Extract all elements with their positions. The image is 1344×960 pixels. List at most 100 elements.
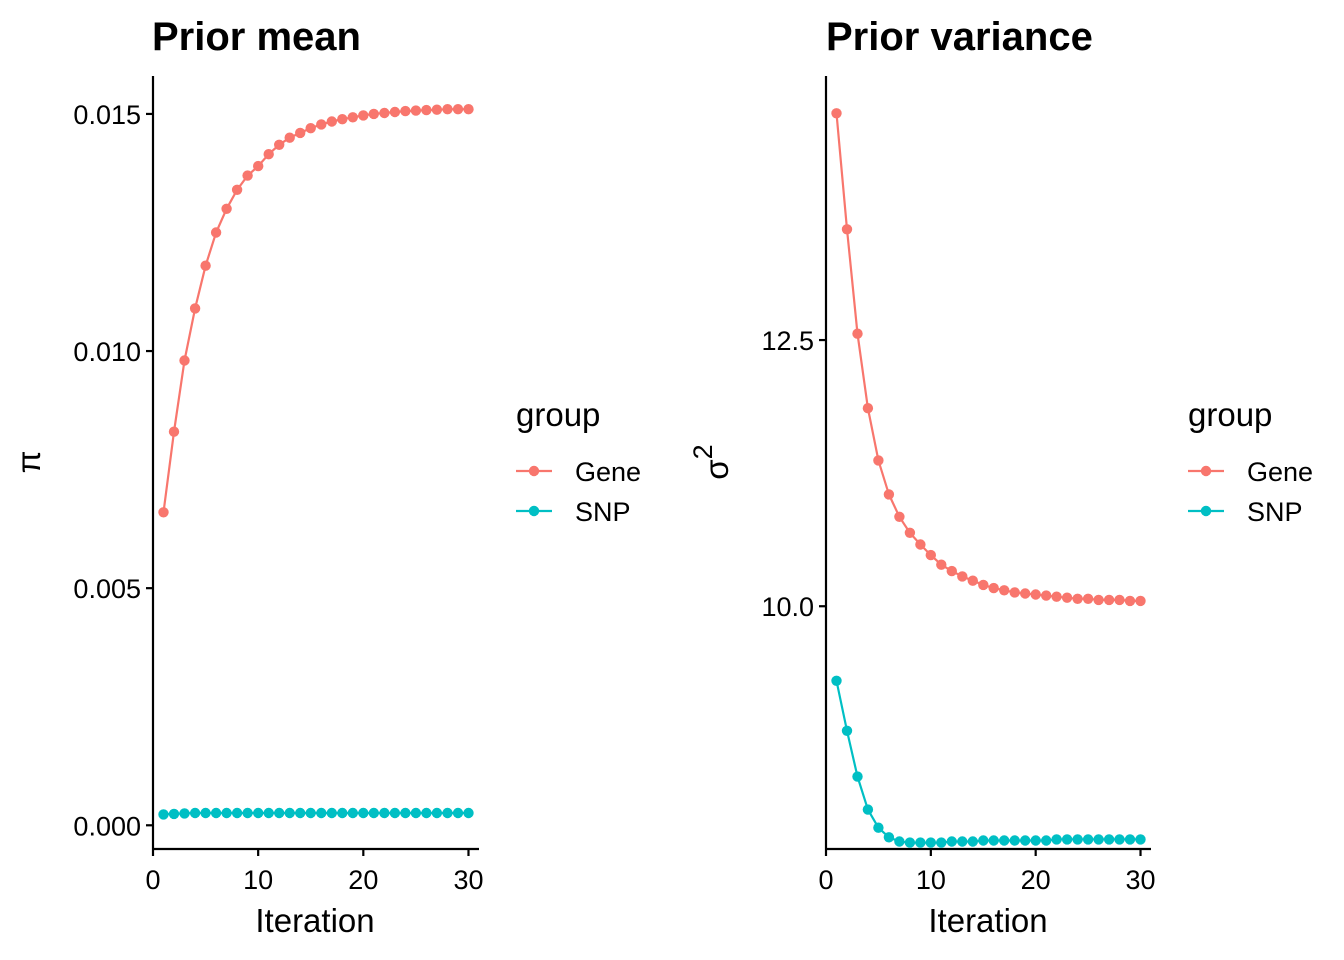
data-point-snp: [999, 835, 1010, 846]
data-point-snp: [253, 807, 264, 819]
data-point-gene: [894, 511, 905, 522]
data-point-snp: [337, 807, 348, 819]
data-point-gene: [400, 105, 411, 117]
x-tick-label: 10: [916, 865, 946, 895]
data-point-gene: [1103, 594, 1115, 606]
data-point-gene: [957, 571, 968, 582]
data-point-snp: [873, 822, 884, 833]
x-tick-label: 0: [145, 865, 160, 895]
data-point-snp: [326, 807, 337, 819]
data-point-snp: [389, 807, 401, 819]
data-point-gene: [210, 227, 222, 238]
data-point-gene: [936, 559, 947, 570]
data-point-snp: [883, 832, 895, 843]
data-point-snp: [189, 807, 201, 819]
data-point-snp: [431, 807, 443, 819]
legend-entries: Gene SNP: [516, 457, 641, 527]
data-point-gene: [1061, 592, 1073, 603]
plot-marks: [831, 108, 1146, 848]
data-point-gene: [463, 104, 474, 115]
data-point-snp: [274, 807, 285, 819]
data-point-gene: [421, 104, 432, 116]
legend-entries: Gene SNP: [1188, 457, 1313, 527]
data-point-snp: [210, 807, 222, 819]
data-point-snp: [894, 836, 905, 847]
data-point-snp: [421, 807, 432, 819]
x-tick-label: 20: [1021, 865, 1051, 895]
data-point-gene: [841, 224, 853, 235]
data-point-gene: [410, 105, 422, 116]
legend: group Gene SNP: [1188, 396, 1313, 527]
data-point-gene: [295, 127, 306, 139]
data-point-gene: [179, 355, 190, 366]
series-line-gene: [835, 113, 1141, 603]
x-axis-title: Iteration: [928, 902, 1047, 939]
data-point-gene: [873, 455, 884, 466]
data-point-snp: [1124, 834, 1136, 845]
x-tick-label: 20: [348, 865, 378, 895]
data-point-gene: [263, 149, 274, 160]
data-point-snp: [1072, 834, 1083, 845]
y-axis-title-superscript: 2: [688, 444, 718, 459]
data-point-gene: [358, 110, 369, 121]
legend-key-point-gene: [528, 465, 540, 477]
y-tick-label: 0.010: [73, 337, 141, 367]
data-point-gene: [389, 106, 401, 118]
data-point-snp: [358, 807, 369, 819]
data-point-snp: [1019, 835, 1031, 846]
panel-prior-mean: Prior mean π Iteration 0 10 20 30 0.000 0.005…: [10, 15, 641, 939]
data-point-snp: [242, 807, 253, 819]
data-point-gene: [1093, 594, 1104, 606]
data-point-snp: [347, 807, 358, 819]
data-point-gene: [189, 303, 201, 314]
data-point-snp: [410, 807, 422, 819]
legend-title: group: [1188, 396, 1272, 433]
data-point-snp: [852, 771, 863, 782]
y-axis-title: σ2: [688, 444, 735, 479]
data-point-gene: [221, 203, 232, 214]
data-point-snp: [221, 807, 232, 819]
data-point-gene: [442, 104, 453, 115]
data-point-snp: [295, 807, 306, 819]
data-point-gene: [158, 507, 169, 518]
data-point-gene: [967, 575, 978, 586]
data-point-gene: [305, 123, 316, 134]
data-point-gene: [1114, 594, 1125, 606]
data-point-gene: [1030, 589, 1041, 600]
data-point-snp: [200, 807, 211, 819]
data-point-snp: [831, 675, 842, 686]
data-point-gene: [862, 403, 874, 414]
y-tick-label: 0.015: [73, 100, 141, 130]
legend-label-gene: Gene: [575, 457, 641, 487]
data-point-snp: [1114, 834, 1125, 845]
data-point-snp: [442, 807, 453, 819]
data-point-snp: [179, 808, 190, 819]
axis-ticks: 0 10 20 30 10.0 12.5: [761, 326, 1155, 895]
legend-key-point-snp: [528, 505, 540, 517]
data-point-gene: [999, 585, 1010, 596]
data-point-snp: [1041, 835, 1052, 846]
data-point-gene: [284, 132, 295, 143]
data-point-gene: [242, 170, 253, 181]
data-point-snp: [1082, 834, 1094, 845]
data-point-snp: [1061, 834, 1073, 845]
data-point-gene: [978, 579, 989, 591]
data-point-snp: [957, 836, 968, 847]
data-point-gene: [1041, 590, 1052, 601]
data-point-gene: [452, 104, 464, 115]
data-point-snp: [1135, 834, 1146, 845]
x-tick-label: 0: [818, 865, 833, 895]
legend-title: group: [516, 396, 600, 433]
data-point-gene: [883, 489, 895, 500]
x-axis-title: Iteration: [255, 902, 374, 939]
legend: group Gene SNP: [516, 396, 641, 527]
data-point-snp: [862, 804, 874, 815]
data-point-snp: [841, 725, 853, 736]
data-point-gene: [915, 539, 926, 550]
data-point-gene: [326, 116, 337, 127]
series-line-gene: [162, 108, 469, 513]
data-point-snp: [231, 807, 243, 819]
y-tick-label: 12.5: [761, 326, 814, 356]
legend-label-snp: SNP: [1247, 497, 1303, 527]
